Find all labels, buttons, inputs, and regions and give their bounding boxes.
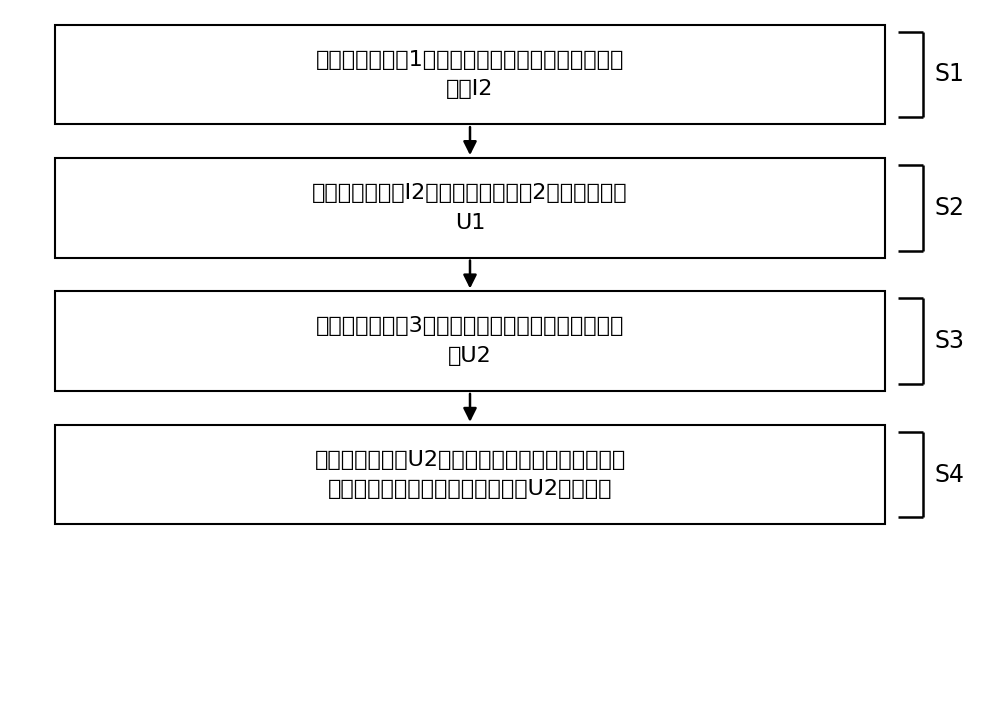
Bar — [55, 158, 885, 258]
Text: 将所述交流信号U2输送至热电转换系统，通过固态
热真有效值转换器，得到交流信号U2的有效值: 将所述交流信号U2输送至热电转换系统，通过固态 热真有效值转换器，得到交流信号U… — [314, 450, 626, 499]
Text: S1: S1 — [935, 62, 965, 86]
Text: S2: S2 — [935, 196, 965, 220]
Bar — [55, 25, 885, 124]
Text: 利用带通滤波器3获得所需测量的特定频段的交流信
号U2: 利用带通滤波器3获得所需测量的特定频段的交流信 号U2 — [316, 317, 624, 366]
Text: S3: S3 — [935, 329, 965, 353]
Text: S4: S4 — [935, 463, 965, 486]
Bar — [55, 291, 885, 391]
Text: 获取小电流信号I2流经精密取样电阻2时的电压信号
U1: 获取小电流信号I2流经精密取样电阻2时的电压信号 U1 — [312, 183, 628, 232]
Text: 通过直流比较仪1获得按一定比例因子缩小的小电流
信号I2: 通过直流比较仪1获得按一定比例因子缩小的小电流 信号I2 — [316, 50, 624, 99]
Bar — [55, 425, 885, 524]
